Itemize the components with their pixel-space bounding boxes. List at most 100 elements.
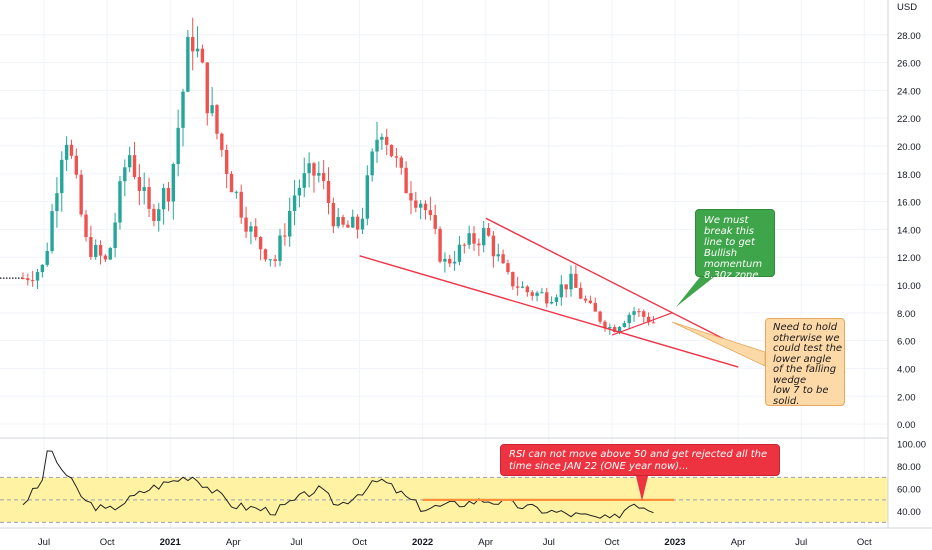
candle-body — [409, 193, 413, 201]
candle-body — [307, 163, 311, 174]
candle-body — [491, 235, 496, 257]
candle-body — [94, 244, 98, 257]
candle-body — [210, 105, 214, 114]
candle-body — [549, 301, 554, 304]
candle-body — [365, 175, 370, 219]
time-tick-label: Oct — [100, 537, 115, 548]
candle-body — [530, 292, 534, 296]
candle-body — [229, 173, 234, 193]
time-tick-label: 2022 — [412, 537, 433, 548]
candle-body — [452, 261, 457, 264]
time-tick-label: Jul — [543, 537, 555, 548]
price-tick-label: 2.00 — [897, 392, 916, 403]
candle-body — [152, 208, 156, 221]
candle-body — [283, 235, 287, 237]
candle-body — [205, 62, 209, 114]
green-callout: We must break this line to get Bullish m… — [695, 209, 775, 281]
candle-body — [69, 144, 74, 156]
candle-body — [608, 327, 612, 329]
candle-body — [123, 167, 127, 182]
rsi-panel — [22, 450, 675, 519]
candle-body — [467, 233, 471, 245]
candle-body — [278, 235, 282, 261]
candle-body — [302, 173, 306, 188]
candle-body — [632, 311, 636, 315]
callout-line: low 7 to be — [773, 385, 829, 396]
candle-body — [74, 155, 79, 175]
callout-pointers — [636, 277, 766, 501]
candle-body — [108, 248, 112, 260]
candle-body — [312, 163, 316, 176]
candle-body — [389, 144, 394, 157]
callout-line: 8.30z zone — [704, 270, 759, 281]
candle-body — [622, 323, 627, 328]
candle-body — [375, 139, 379, 152]
candle-body — [554, 297, 559, 302]
wedge-lower-line — [359, 255, 739, 368]
candle-body — [462, 244, 467, 246]
callout-line: lower angle — [773, 353, 832, 365]
price-tick-label: 6.00 — [897, 337, 916, 348]
callout-line: of the falling — [773, 364, 837, 375]
candle-body — [137, 176, 142, 191]
candle-body — [171, 164, 176, 202]
candle-body — [191, 36, 195, 52]
candle-body — [142, 187, 146, 191]
candle-body — [351, 216, 355, 228]
candle-body — [113, 222, 117, 249]
candle-body — [317, 172, 321, 176]
candle-body — [346, 224, 350, 228]
candle-body — [360, 218, 365, 230]
candle-body — [569, 273, 573, 290]
candle-body — [132, 155, 137, 177]
candle-body — [258, 237, 263, 250]
time-tick-label: 2023 — [664, 537, 685, 548]
candle-body — [637, 311, 641, 313]
rsi-tick-label: 60.00 — [897, 485, 921, 496]
red-callout: RSI can not move above 50 and get reject… — [500, 444, 780, 476]
candle-body — [525, 286, 530, 293]
candle-body — [428, 210, 433, 216]
candle-body — [157, 209, 161, 221]
callout-line: could test the — [773, 343, 843, 354]
candle-body — [50, 211, 54, 252]
candle-body — [30, 280, 35, 282]
price-tick-label: 14.00 — [897, 225, 921, 236]
rsi-tick-label: 40.00 — [897, 507, 921, 518]
candle-body — [176, 127, 180, 165]
candle-body — [564, 284, 568, 290]
rsi-tick-label: 80.00 — [897, 462, 921, 473]
price-tick-label: 12.00 — [897, 253, 921, 264]
time-tick-label: Apr — [731, 537, 746, 548]
candle-body — [215, 105, 219, 134]
candle-body — [535, 292, 539, 296]
candle-body — [380, 136, 384, 140]
candle-body — [443, 258, 447, 262]
time-tick-label: Oct — [605, 537, 620, 548]
price-tick-label: 18.00 — [897, 170, 921, 181]
candle-body — [394, 156, 399, 158]
time-tick-label: 2021 — [160, 537, 182, 548]
candle-body — [501, 254, 505, 264]
candle-body — [147, 187, 151, 209]
candle-body — [457, 244, 462, 262]
candle-body — [511, 272, 515, 287]
candle-body — [515, 286, 520, 288]
time-tick-label: Jul — [290, 537, 302, 548]
callout-line: Bullish — [704, 248, 738, 259]
candle-body — [181, 91, 185, 128]
candle-body — [263, 249, 268, 260]
candle-body — [482, 228, 486, 246]
candle-body — [268, 259, 273, 261]
red-callout-pointer — [636, 476, 648, 501]
candle-body — [399, 157, 403, 168]
candle-body — [186, 36, 190, 92]
candle-body — [540, 292, 544, 294]
candle-body — [254, 226, 258, 238]
grid — [0, 0, 888, 528]
candle-body — [297, 187, 302, 196]
candle-body — [627, 314, 631, 324]
price-tick-label: 20.00 — [897, 142, 921, 153]
candle-body — [448, 258, 452, 264]
